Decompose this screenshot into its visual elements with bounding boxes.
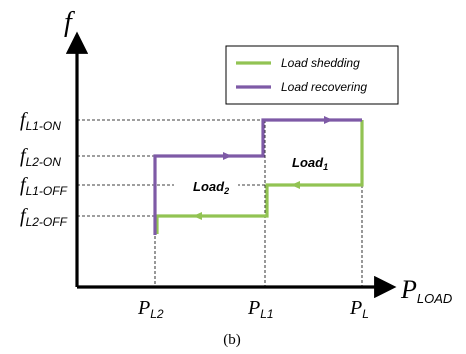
y-tick-sub: L1-OFF bbox=[26, 184, 68, 198]
y-axis-symbol: f bbox=[64, 7, 75, 38]
x-tick-p-l2: PL2 bbox=[137, 297, 164, 321]
x-tick-sub: L bbox=[362, 307, 369, 321]
x-tick-p-l: PL bbox=[349, 297, 369, 321]
y-tick-main: f bbox=[20, 174, 28, 196]
load2-label-sub: 2 bbox=[223, 186, 229, 196]
load1-label-main: Load bbox=[292, 155, 324, 170]
legend-box bbox=[225, 45, 399, 105]
y-tick-f-l2-off: fL2-OFF bbox=[20, 205, 68, 229]
y-tick-main: f bbox=[20, 205, 28, 227]
y-tick-f-l1-off: fL1-OFF bbox=[20, 174, 68, 198]
legend: Load shedding Load recovering bbox=[225, 45, 399, 105]
shedding-arrow-2 bbox=[193, 212, 202, 220]
load1-label-sub: 1 bbox=[323, 162, 328, 172]
y-tick-sub: L2-ON bbox=[26, 155, 62, 169]
recovering-arrow-2 bbox=[324, 116, 333, 124]
load2-label-main: Load bbox=[193, 179, 225, 194]
y-tick-sub: L2-OFF bbox=[26, 215, 68, 229]
y-tick-main: f bbox=[20, 145, 28, 167]
x-axis-symbol-main: P bbox=[400, 275, 417, 304]
load-shedding-curve bbox=[155, 120, 364, 234]
shedding-arrow-1 bbox=[291, 181, 300, 189]
legend-label-shedding: Load shedding bbox=[281, 56, 360, 70]
x-tick-sub: L1 bbox=[260, 307, 273, 321]
load2-label: Load2 bbox=[193, 179, 229, 196]
x-axis-symbol-sub: LOAD bbox=[417, 291, 452, 306]
x-tick-main: P bbox=[247, 297, 260, 319]
x-tick-p-l1: PL1 bbox=[247, 297, 274, 321]
y-tick-f-l2-on: fL2-ON bbox=[20, 145, 61, 169]
x-axis-symbol: PLOAD bbox=[400, 275, 452, 306]
x-tick-main: P bbox=[349, 297, 362, 319]
guide-lines bbox=[77, 119, 363, 287]
load2-label-backdrop bbox=[174, 177, 238, 195]
x-tick-main: P bbox=[137, 297, 150, 319]
legend-label-recovering: Load recovering bbox=[281, 80, 367, 94]
recovering-arrow-1 bbox=[223, 152, 232, 160]
y-tick-f-l1-on: fL1-ON bbox=[20, 109, 61, 133]
y-tick-sub: L1-ON bbox=[26, 119, 62, 133]
figure-caption: (b) bbox=[223, 332, 241, 348]
load1-label: Load1 bbox=[292, 155, 328, 172]
x-tick-sub: L2 bbox=[150, 307, 164, 321]
y-tick-main: f bbox=[20, 109, 28, 131]
load-recovering-curve bbox=[153, 118, 362, 235]
